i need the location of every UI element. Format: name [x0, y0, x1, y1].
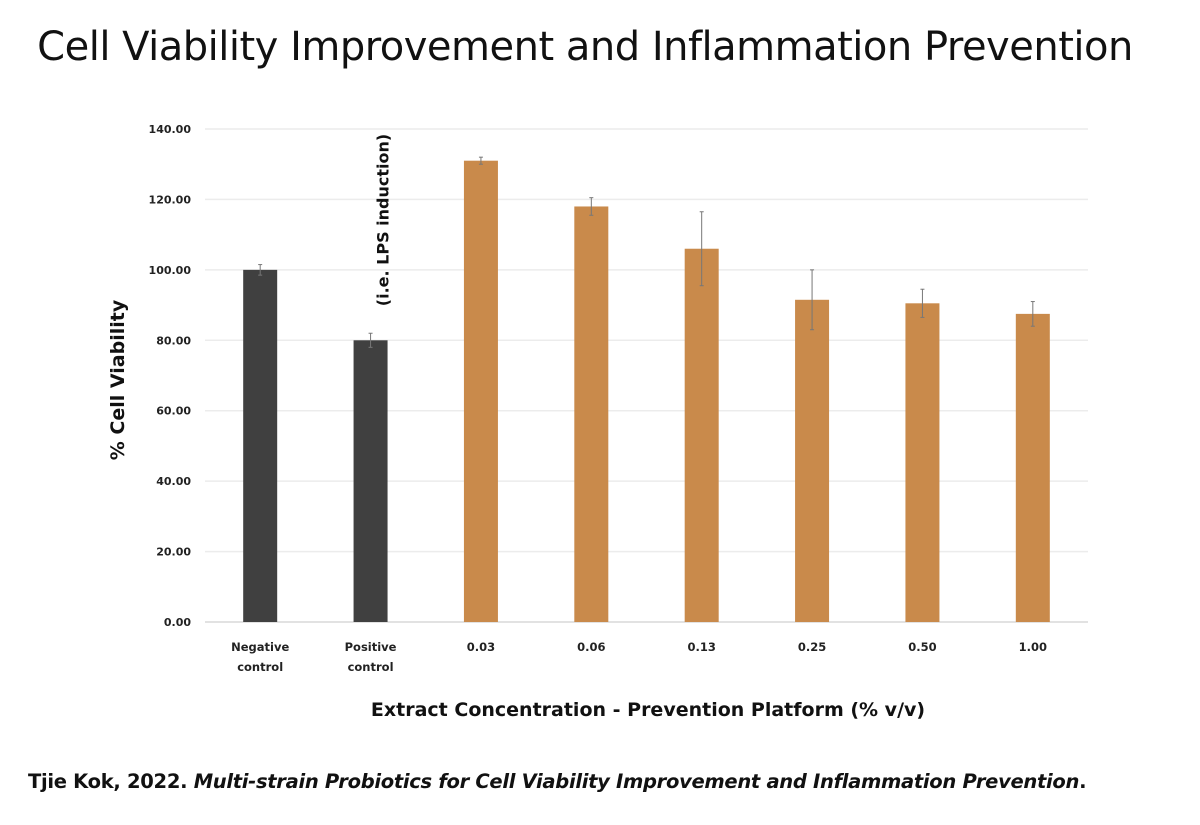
x-category-label: 0.13: [688, 640, 716, 654]
x-category-label: 0.06: [577, 640, 605, 654]
x-category-label: Negative: [231, 640, 289, 654]
y-axis-title: % Cell Viability: [107, 299, 129, 460]
bar: [795, 299, 830, 622]
x-category-label: control: [348, 660, 394, 674]
bars: [243, 160, 1050, 622]
bar: [463, 160, 498, 622]
y-tick-label: 40.00: [156, 475, 191, 488]
x-category-label: 0.50: [908, 640, 936, 654]
chart-title: Cell Viability Improvement and Inflammat…: [37, 24, 1133, 70]
bar: [1015, 313, 1050, 622]
caption-work-title: Multi-strain Probiotics for Cell Viabili…: [193, 770, 1080, 793]
error-bars: [258, 156, 1035, 348]
x-axis-categories: Negative control Positive control 0.03 0.06 0.…: [231, 640, 1047, 674]
annotations: (i.e. LPS induction): [374, 134, 393, 306]
x-category-label: 1.00: [1019, 640, 1047, 654]
bar: [905, 303, 940, 622]
caption-author-year: Tjie Kok, 2022.: [28, 770, 194, 793]
y-tick-label: 80.00: [156, 334, 191, 347]
y-tick-label: 120.00: [149, 193, 192, 206]
bar-annotation: (i.e. LPS induction): [374, 134, 393, 306]
y-tick-label: 140.00: [149, 123, 192, 136]
x-category-label: control: [237, 660, 283, 674]
x-category-label: Positive: [345, 640, 397, 654]
y-tick-label: 100.00: [149, 264, 192, 277]
bar: [353, 340, 388, 622]
gridlines: [205, 128, 1088, 623]
citation-caption: Tjie Kok, 2022. Multi-strain Probiotics …: [28, 770, 1087, 793]
x-category-label: 0.25: [798, 640, 826, 654]
caption-end: .: [1079, 770, 1087, 793]
y-axis-ticks: 0.00 20.00 40.00 60.00 80.00 100.00 120.00 140.…: [149, 123, 192, 629]
y-tick-label: 20.00: [156, 546, 191, 559]
bar: [574, 206, 609, 622]
x-axis-title: Extract Concentration - Prevention Platf…: [371, 699, 925, 721]
y-tick-label: 0.00: [164, 616, 191, 629]
y-tick-label: 60.00: [156, 405, 191, 418]
bar: [684, 248, 719, 622]
bar: [243, 269, 278, 622]
x-category-label: 0.03: [467, 640, 495, 654]
